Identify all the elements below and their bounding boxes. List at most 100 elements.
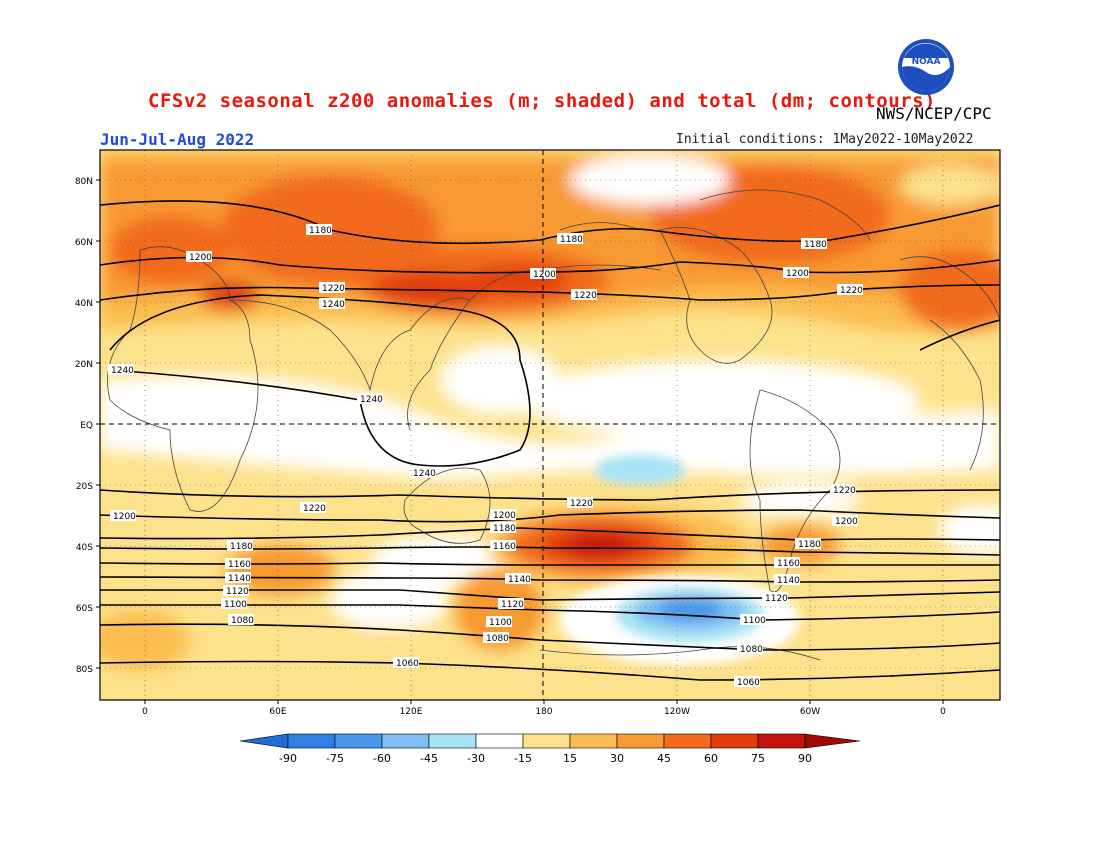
svg-text:1080: 1080 (740, 645, 763, 655)
colorbar-tick: -45 (420, 752, 438, 765)
lon-axis: 0 60E 120E 180 120W 60W 0 (142, 707, 946, 717)
contour-label: 1200 (832, 515, 858, 527)
lat-tick-label: 40S (76, 543, 93, 553)
contour-label: 1100 (740, 614, 766, 626)
svg-text:1120: 1120 (501, 600, 524, 610)
agency-label: NWS/NCEP/CPC (876, 104, 992, 123)
contour-label: 1220 (571, 289, 597, 301)
contour-labels: 1180 1180 1180 1200 1200 1200 1220 1220 … (108, 224, 863, 688)
contour-label: 1140 (505, 573, 531, 585)
contour-label: 1180 (557, 233, 583, 245)
colorbar-tick: -15 (514, 752, 532, 765)
svg-text:1160: 1160 (228, 560, 251, 570)
lat-tick-label: EQ (80, 421, 93, 431)
svg-text:1180: 1180 (798, 540, 821, 550)
anomaly-shading: 1180 1180 1180 1200 1200 1200 1220 1220 … (100, 150, 1000, 700)
lat-tick-label: 20S (76, 482, 93, 492)
colorbar-tick: 75 (751, 752, 765, 765)
noaa-logo: NOAA (898, 39, 954, 95)
svg-text:1200: 1200 (835, 517, 858, 527)
contour-label: 1180 (795, 538, 821, 550)
colorbar-swatch (334, 733, 383, 749)
svg-text:1240: 1240 (360, 395, 383, 405)
contour-label: 1180 (490, 522, 516, 534)
svg-text:1160: 1160 (777, 559, 800, 569)
svg-text:1180: 1180 (309, 226, 332, 236)
contour-label: 1120 (498, 598, 524, 610)
contour-label: 1080 (228, 614, 254, 626)
forecast-period: Jun-Jul-Aug 2022 (100, 130, 255, 149)
svg-text:1180: 1180 (230, 542, 253, 552)
svg-text:1120: 1120 (226, 587, 249, 597)
noaa-logo-text: NOAA (912, 57, 941, 67)
svg-text:1140: 1140 (777, 576, 800, 586)
map-title: CFSv2 seasonal z200 anomalies (m; shaded… (148, 90, 936, 112)
svg-text:1200: 1200 (533, 270, 556, 280)
svg-text:1200: 1200 (113, 512, 136, 522)
svg-text:1080: 1080 (486, 634, 509, 644)
colorbar-swatch (569, 733, 618, 749)
height-contours (100, 200, 1000, 681)
lat-tick-label: 80S (76, 665, 93, 675)
lon-tick-label: 120E (400, 707, 423, 717)
contour-label: 1080 (737, 643, 763, 655)
svg-text:1240: 1240 (111, 366, 134, 376)
svg-text:1200: 1200 (189, 253, 212, 263)
lat-ticks (96, 179, 100, 669)
lat-axis: 80N 60N 40N 20N EQ 20S 40S 60S 80S (75, 177, 93, 675)
colorbar-swatch (475, 733, 524, 749)
contour-label: 1100 (221, 598, 247, 610)
colorbar-swatch (381, 733, 430, 749)
colorbar-arrow-left (239, 733, 289, 749)
lon-tick-label: 60E (269, 707, 286, 717)
contour-label: 1200 (783, 267, 809, 279)
contour-label: 1120 (223, 585, 249, 597)
contour-label: 1080 (483, 632, 509, 644)
svg-text:1220: 1220 (322, 284, 345, 294)
svg-text:1180: 1180 (493, 524, 516, 534)
svg-text:1060: 1060 (737, 678, 760, 688)
svg-text:1100: 1100 (489, 618, 512, 628)
lat-tick-label: 60N (75, 238, 93, 248)
graticule (100, 150, 1000, 700)
colorbar-swatch (757, 733, 806, 749)
colorbar-swatch (710, 733, 759, 749)
contour-label: 1060 (734, 676, 760, 688)
contour-label: 1220 (837, 284, 863, 296)
svg-text:1220: 1220 (574, 291, 597, 301)
initial-conditions: Initial conditions: 1May2022-10May2022 (676, 132, 974, 147)
contour-label: 1240 (108, 364, 134, 376)
svg-text:1240: 1240 (322, 300, 345, 310)
contour-label: 1220 (319, 282, 345, 294)
contour-label: 1160 (774, 557, 800, 569)
svg-text:1100: 1100 (224, 600, 247, 610)
colorbar-tick: -75 (326, 752, 344, 765)
contour-label: 1100 (486, 616, 512, 628)
svg-text:1220: 1220 (570, 499, 593, 509)
svg-text:1100: 1100 (743, 616, 766, 626)
contour-label: 1240 (357, 393, 383, 405)
contour-label: 1240 (410, 467, 436, 479)
svg-text:1140: 1140 (228, 574, 251, 584)
contour-label: 1180 (306, 224, 332, 236)
colorbar-swatch (663, 733, 712, 749)
contour-label: 1180 (801, 238, 827, 250)
lat-tick-label: 60S (76, 604, 93, 614)
colorbar-swatch (287, 733, 336, 749)
lon-tick-label: 60W (800, 707, 820, 717)
contour-label: 1140 (225, 572, 251, 584)
colorbar-arrow-right (804, 733, 861, 749)
svg-text:1140: 1140 (508, 575, 531, 585)
contour-label: 1200 (186, 251, 212, 263)
map-frame (99, 149, 1001, 701)
lon-tick-label: 0 (142, 707, 148, 717)
colorbar-tick: -90 (279, 752, 297, 765)
colorbar-tick: 90 (798, 752, 812, 765)
contour-label: 1220 (567, 497, 593, 509)
svg-text:1220: 1220 (303, 504, 326, 514)
lat-tick-label: 40N (75, 299, 93, 309)
svg-text:1080: 1080 (231, 616, 254, 626)
colorbar-swatch (522, 733, 571, 749)
colorbar-tick: -30 (467, 752, 485, 765)
